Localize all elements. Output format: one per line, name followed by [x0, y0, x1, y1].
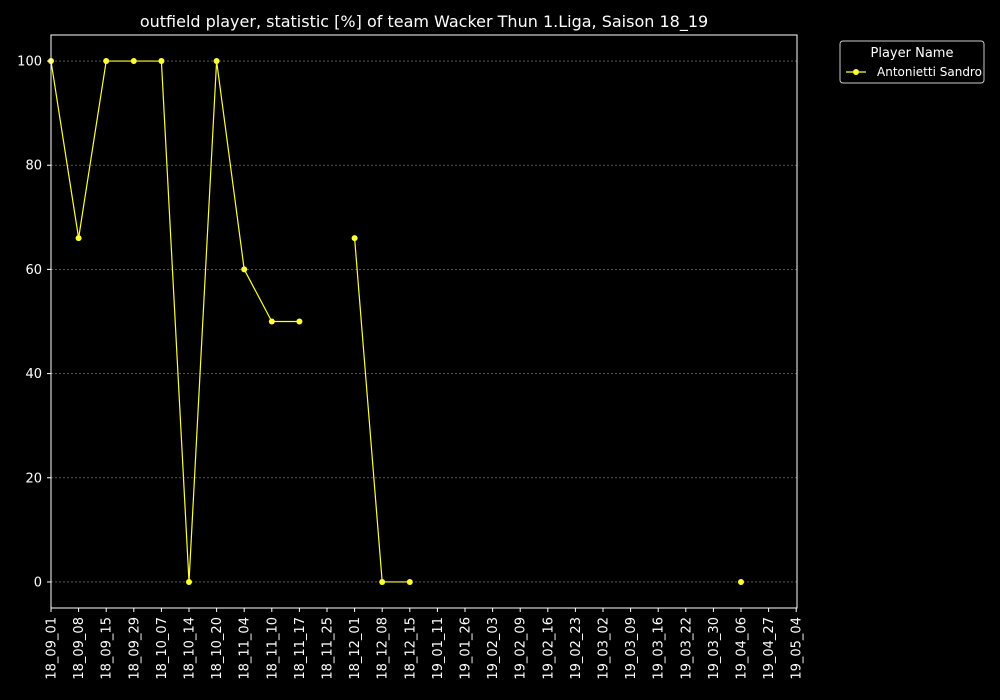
legend-series-marker [853, 69, 859, 75]
data-point [241, 266, 248, 273]
x-tick-label: 18_10_20 [210, 617, 225, 680]
data-point [186, 578, 192, 585]
y-tick-label: 0 [34, 575, 42, 590]
x-tick-label: 18_12_01 [348, 617, 363, 680]
x-tick-label: 18_12_15 [403, 617, 418, 680]
x-tick-label: 18_11_25 [321, 617, 336, 680]
legend-series-label: Antonietti Sandro [877, 65, 982, 79]
x-tick-label: 19_01_11 [431, 617, 446, 680]
data-point [406, 578, 413, 585]
legend-title: Player Name [871, 46, 954, 61]
series-lines [50, 60, 410, 583]
x-axis-ticks: 18_09_01 18_09_08 18_09_15 18_09_29 18_10_07… [45, 608, 805, 680]
x-tick-label: 18_12_08 [376, 617, 391, 680]
x-tick-label: 19_02_03 [486, 617, 501, 680]
x-tick-label: 18_09_29 [127, 617, 142, 680]
series-line-segment [50, 60, 300, 582]
grid-lines [51, 60, 797, 583]
x-tick-label: 19_04_27 [762, 617, 777, 680]
x-tick-label: 18_10_14 [183, 617, 198, 680]
data-point [75, 235, 82, 242]
x-tick-label: 19_02_16 [541, 617, 556, 680]
y-axis-ticks: 0 20 40 60 80 100 [17, 55, 51, 590]
x-tick-label: 18_11_17 [293, 617, 308, 680]
x-tick-label: 19_05_04 [790, 617, 805, 680]
x-tick-label: 19_02_09 [514, 617, 529, 680]
x-tick-label: 18_11_10 [265, 617, 280, 680]
x-tick-label: 19_03_02 [597, 617, 612, 680]
data-point [158, 58, 165, 65]
data-point [738, 578, 744, 585]
data-point [268, 318, 275, 325]
x-tick-label: 18_09_08 [72, 617, 87, 680]
x-tick-label: 18_11_04 [238, 617, 253, 680]
series-points [48, 58, 744, 585]
y-tick-label: 80 [25, 159, 42, 174]
y-tick-label: 100 [17, 55, 42, 70]
x-tick-label: 19_04_06 [735, 617, 750, 680]
x-tick-label: 19_03_09 [624, 617, 639, 680]
data-point [379, 578, 386, 585]
data-point [130, 58, 137, 65]
legend-frame [839, 40, 985, 84]
data-point [213, 58, 220, 65]
y-tick-label: 20 [25, 471, 42, 486]
x-tick-label: 19_03_16 [652, 617, 667, 680]
x-tick-label: 19_02_23 [569, 617, 584, 680]
y-tick-label: 60 [25, 263, 42, 278]
data-point [296, 318, 303, 325]
x-tick-label: 19_03_30 [707, 617, 722, 680]
series-line-segment [354, 238, 410, 583]
data-point [351, 235, 358, 242]
x-tick-label: 18_09_01 [45, 617, 60, 680]
y-tick-label: 40 [25, 367, 42, 382]
x-tick-label: 19_01_26 [459, 617, 474, 680]
x-tick-label: 19_03_22 [679, 617, 694, 680]
plot-frame [50, 34, 798, 609]
legend: Player Name Antonietti Sandro [839, 40, 985, 84]
chart-title: outfield player, statistic [%] of team W… [140, 12, 708, 32]
x-tick-label: 18_10_07 [155, 617, 170, 680]
data-point [103, 58, 110, 65]
x-tick-label: 18_09_15 [100, 617, 115, 680]
